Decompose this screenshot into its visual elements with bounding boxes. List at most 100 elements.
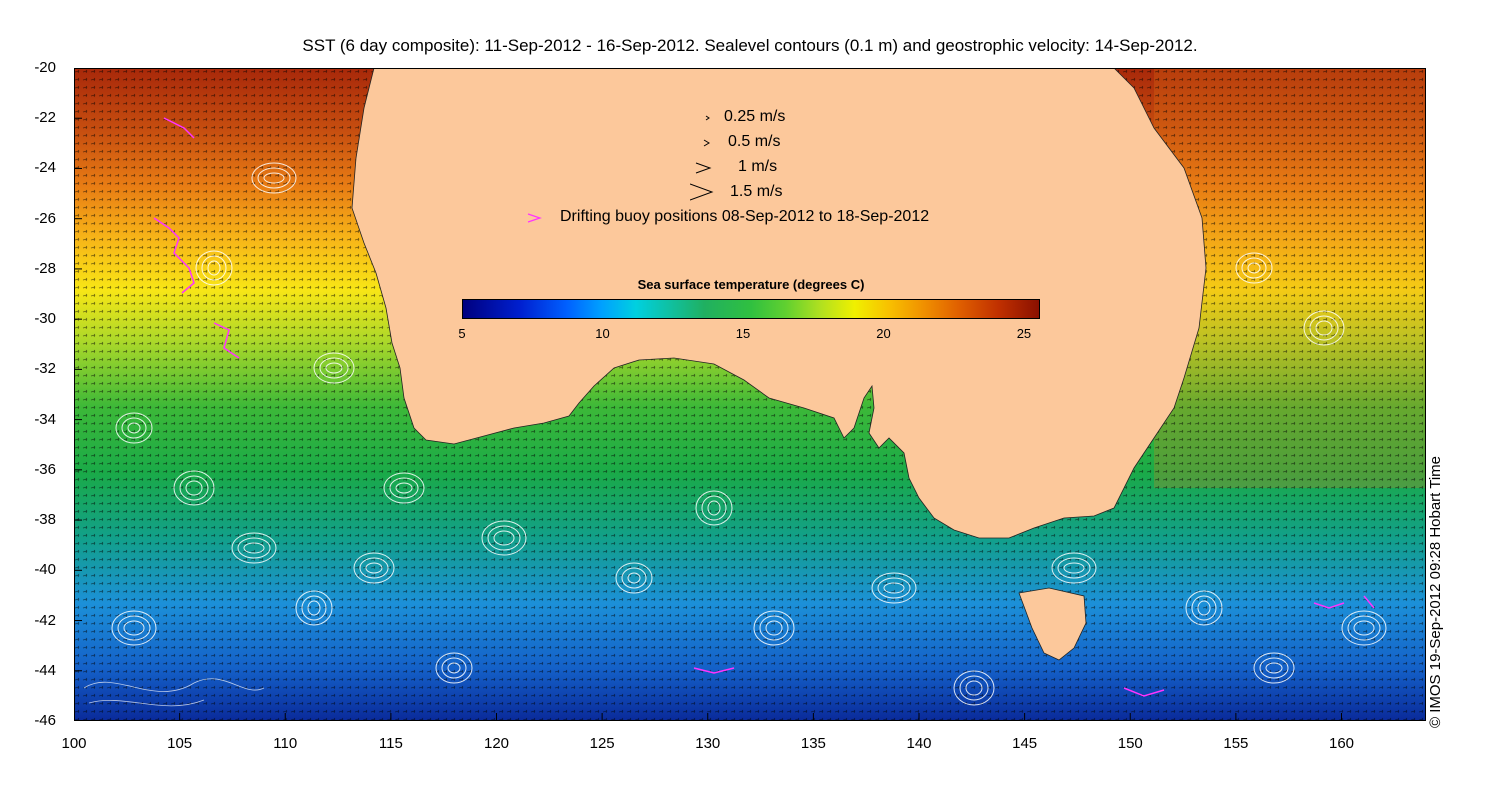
contour-eddy bbox=[615, 562, 653, 594]
contour-eddy bbox=[263, 172, 285, 184]
contour-eddy bbox=[117, 615, 151, 641]
y-tick-label: -40 bbox=[34, 561, 56, 579]
contour-eddy bbox=[1315, 320, 1333, 336]
contour-eddy bbox=[959, 675, 989, 701]
sealevel-contours bbox=[111, 162, 1387, 706]
contour-eddy bbox=[121, 417, 147, 439]
x-tick-label: 100 bbox=[61, 735, 87, 752]
contour-eddy bbox=[441, 657, 467, 679]
contour-eddy bbox=[307, 600, 321, 616]
contour-eddy bbox=[953, 670, 995, 706]
contour-eddy bbox=[1341, 610, 1387, 646]
contour-eddy bbox=[493, 530, 515, 546]
contour-eddy bbox=[123, 620, 145, 636]
contour-eddy bbox=[877, 577, 911, 599]
contour-eddy bbox=[759, 615, 789, 641]
contour-eddy bbox=[1253, 652, 1295, 684]
contour-eddy bbox=[1057, 557, 1091, 579]
contour-eddy bbox=[765, 620, 783, 636]
contour-eddy bbox=[383, 472, 425, 504]
colorbar-tick-label: 20 bbox=[876, 326, 891, 341]
legend-speed-4: 1.5 m/s bbox=[730, 183, 783, 200]
contour-eddy bbox=[365, 562, 383, 574]
copyright-text: © IMOS 19-Sep-2012 09:28 Hobart Time bbox=[1427, 455, 1444, 728]
y-tick-label: -34 bbox=[34, 410, 56, 428]
y-tick-label: -24 bbox=[34, 159, 56, 177]
contour-eddy bbox=[1247, 262, 1261, 274]
x-tick-label: 140 bbox=[906, 735, 932, 752]
contour-eddy bbox=[1051, 552, 1097, 584]
y-tick-label: -38 bbox=[34, 511, 56, 529]
contour-eddy bbox=[243, 542, 265, 554]
contour-eddy bbox=[389, 477, 419, 499]
colorbar-tick-label: 25 bbox=[1016, 326, 1032, 341]
contour-eddy bbox=[257, 167, 291, 189]
contour-eddy bbox=[231, 532, 277, 564]
contour-eddy bbox=[111, 610, 157, 646]
x-tick-label: 120 bbox=[483, 735, 510, 752]
colorbar-title: Sea surface temperature (degrees C) bbox=[637, 277, 865, 292]
y-tick-label: -36 bbox=[34, 460, 56, 478]
x-tick-label: 130 bbox=[695, 735, 721, 752]
contour-eddy bbox=[883, 582, 905, 594]
contour-eddy bbox=[1241, 257, 1267, 279]
colorbar-tick-label: 15 bbox=[735, 326, 751, 341]
legend-buoy: Drifting buoy positions 08-Sep-2012 to 1… bbox=[560, 208, 930, 225]
contour-eddy bbox=[621, 567, 647, 589]
y-tick-label: -42 bbox=[34, 611, 56, 629]
contour-eddy bbox=[1185, 590, 1223, 626]
contour-eddy bbox=[207, 260, 221, 276]
y-tick-label: -32 bbox=[34, 360, 56, 378]
legend-speed-2: 0.5 m/s bbox=[728, 133, 781, 150]
contour-eddy bbox=[395, 482, 413, 494]
contour-eddy bbox=[487, 525, 521, 551]
speed-arrow-legend bbox=[690, 115, 714, 201]
contour-eddy bbox=[1235, 252, 1273, 284]
contour-eddy bbox=[871, 572, 917, 604]
contour-eddy bbox=[695, 490, 733, 526]
contour-eddy bbox=[127, 422, 141, 434]
legend-speed-1: 0.25 m/s bbox=[724, 108, 786, 125]
contour-eddy bbox=[195, 250, 233, 286]
x-tick-label: 110 bbox=[273, 735, 298, 752]
x-tick-label: 125 bbox=[589, 735, 615, 752]
colorbar-tick-label: 10 bbox=[595, 326, 610, 341]
contour-eddy bbox=[185, 480, 203, 496]
colorbar bbox=[462, 299, 1040, 319]
sst-map bbox=[74, 68, 1426, 721]
y-tick-label: -30 bbox=[34, 310, 56, 328]
buoy-tracks bbox=[153, 117, 1375, 697]
contour-eddy bbox=[1191, 595, 1217, 621]
contour-eddy bbox=[1197, 600, 1211, 616]
y-tick-label: -28 bbox=[34, 259, 56, 277]
x-tick-label: 150 bbox=[1117, 735, 1143, 752]
contour-eddy bbox=[301, 595, 327, 621]
x-tick-label: 135 bbox=[800, 735, 826, 752]
y-tick-label: -22 bbox=[34, 109, 56, 127]
x-tick-label: 115 bbox=[378, 735, 403, 752]
contour-eddy bbox=[295, 590, 333, 626]
contour-eddy bbox=[1347, 615, 1381, 641]
y-tick-label: -44 bbox=[34, 661, 56, 679]
contour-eddy bbox=[319, 357, 349, 379]
colorbar-tick-label: 5 bbox=[458, 326, 466, 341]
map-title: SST (6 day composite): 11-Sep-2012 - 16-… bbox=[302, 36, 1198, 55]
tasmania-landmass bbox=[1018, 587, 1087, 661]
map-border bbox=[74, 68, 1426, 721]
y-tick-label: -20 bbox=[34, 59, 56, 76]
contour-eddy bbox=[201, 255, 227, 281]
contour-eddy bbox=[1309, 315, 1339, 341]
y-tick-label: -26 bbox=[34, 209, 56, 227]
x-tick-label: 145 bbox=[1012, 735, 1038, 752]
contour-eddy bbox=[1259, 657, 1289, 679]
contour-eddy bbox=[1265, 662, 1283, 674]
contour-eddy bbox=[965, 680, 983, 696]
x-tick-label: 155 bbox=[1223, 735, 1249, 752]
sst-map-svg bbox=[74, 68, 1426, 721]
x-tick-label: 160 bbox=[1328, 735, 1355, 752]
buoy-legend-icon bbox=[527, 213, 542, 223]
contour-eddy bbox=[313, 352, 355, 384]
contour-eddy bbox=[1353, 620, 1375, 636]
contour-eddy bbox=[627, 572, 641, 584]
y-tick-label: -46 bbox=[34, 712, 56, 729]
